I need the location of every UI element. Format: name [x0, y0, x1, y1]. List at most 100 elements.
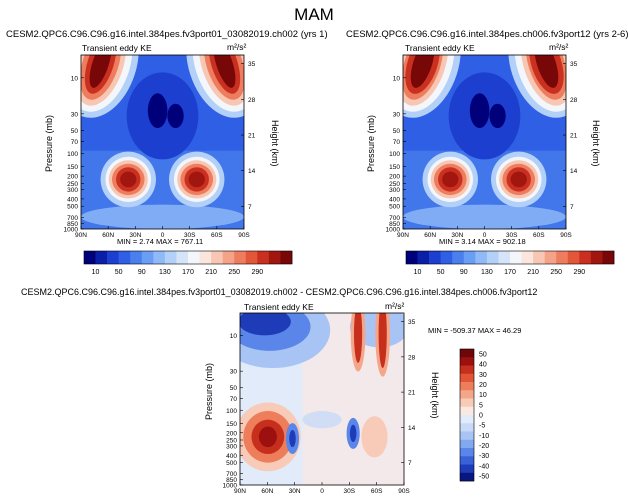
panel1-stormtrack-north-level	[120, 171, 137, 188]
panel3-ytick-right-label: 28	[408, 354, 416, 361]
colorbar1-swatch	[188, 251, 200, 264]
panel3-pos-blob-south	[361, 416, 388, 458]
colorbar3-swatch	[460, 365, 474, 375]
panel2-ytick-right-label: 28	[570, 97, 578, 104]
colorbar2-swatch	[602, 251, 615, 264]
colorbar1-swatch	[141, 251, 154, 264]
panel1-ytick-label: 200	[67, 174, 78, 181]
panel1-ytick-label: 1000	[64, 227, 79, 234]
panel3-ytick-label: 700	[226, 471, 237, 478]
panel1-jet-north-level	[89, 55, 112, 88]
colorbar2-swatch	[463, 251, 476, 264]
panel2-equator-min	[469, 93, 490, 129]
panel3-ytick-label: 1000	[223, 483, 238, 490]
panel3-xtick-label: 0	[320, 488, 324, 495]
panel2-ytick-right-label: 35	[570, 61, 578, 68]
panel2-xtick-label: 60N	[424, 232, 436, 239]
colorbar2-swatch	[590, 251, 603, 264]
colorbar1-swatch	[234, 251, 247, 264]
panel3-xtick-label: 60N	[261, 488, 273, 495]
panel3-subtitle: Transient eddy KE	[244, 302, 314, 312]
panel2-xtick-label: 90N	[397, 232, 409, 239]
panel1-title: CESM2.QPC6.C96.C96.g16.intel.384pes.fv3p…	[6, 29, 328, 40]
colorbar3-swatch	[460, 464, 474, 474]
panel3-xtick-label: 60S	[371, 488, 383, 495]
colorbar3-swatch	[460, 415, 474, 424]
panel2-xtick-label: 30N	[451, 232, 463, 239]
panel1-subtitle: Transient eddy KE	[82, 43, 152, 53]
panel1-stormtrack-south-level	[188, 171, 205, 188]
panel3-ytick-label: 70	[230, 396, 238, 403]
panel3-ytick-label: 300	[226, 443, 237, 450]
panel2-ytick-right-label: 21	[570, 133, 578, 140]
panel2-ytick-label: 100	[389, 151, 400, 158]
colorbar1-swatch	[153, 251, 166, 264]
panel1-xtick-label: 90N	[75, 232, 87, 239]
panel2-ytick-label: 500	[389, 204, 400, 211]
colorbar3-swatch	[460, 373, 474, 383]
panel1-jet-south-level	[213, 55, 236, 88]
panel3-title: CESM2.QPC6.C96.C96.g16.intel.384pes.fv3p…	[21, 287, 538, 297]
panel3-ytick-label: 500	[226, 460, 237, 467]
colorbar3-swatch	[460, 357, 474, 366]
colorbar1-swatch	[222, 251, 235, 264]
colorbar1-label: 50	[115, 269, 123, 276]
panel2-stormtrack-north-level	[442, 171, 459, 188]
colorbar3-swatch	[460, 406, 474, 416]
colorbar1-label: 210	[205, 269, 217, 276]
colorbar1-swatch	[130, 251, 143, 264]
panel2-ytick-label: 850	[389, 221, 400, 228]
colorbar2-swatch	[406, 251, 418, 264]
panel1-ytick-label: 150	[67, 164, 78, 171]
colorbar1-label: 130	[159, 269, 171, 276]
colorbar3-swatch	[460, 349, 474, 358]
panel1-ytick-label: 700	[67, 215, 78, 222]
panel1-ytick-label: 850	[67, 221, 78, 228]
colorbar1-label: 290	[251, 269, 263, 276]
panel2-subtitle: Transient eddy KE	[405, 43, 475, 53]
colorbar2-label: 170	[504, 269, 516, 276]
panel2-ytick-label: 1000	[386, 227, 401, 234]
panel1-stats: MIN = 2.74 MAX = 767.11	[117, 237, 204, 246]
panel2-ytick-label: 150	[389, 164, 400, 171]
panel1-ytick-label: 400	[67, 196, 78, 203]
colorbar3-label: 5	[479, 402, 483, 409]
colorbar3-border	[459, 348, 475, 482]
colorbar3-swatch	[460, 382, 474, 391]
panel1-ytick-label: 500	[67, 204, 78, 211]
colorbar1-swatch	[199, 251, 212, 264]
panel1-ytick-right-label: 28	[248, 97, 256, 104]
panel1-ytick-label: 50	[71, 128, 79, 135]
panel2-ytick-label: 200	[389, 174, 400, 181]
panel3-xtick-label: 30S	[344, 488, 356, 495]
colorbar3-label: 0	[479, 413, 483, 420]
panel2-ytick-label: 70	[393, 139, 401, 146]
colorbar2-label: 50	[437, 269, 445, 276]
colorbar2-swatch	[510, 251, 522, 264]
colorbar3-label: -40	[479, 463, 489, 470]
panel2-ytick-label: 400	[389, 196, 400, 203]
panel1-ytick-right-label: 21	[248, 133, 256, 140]
panel1-xtick-label: 60N	[102, 232, 114, 239]
colorbar1-swatch	[268, 251, 281, 264]
panel2-ytick-label: 10	[393, 75, 401, 82]
panel1-equator-min	[147, 93, 168, 129]
panel2-jet-south-level	[534, 55, 559, 88]
colorbar1-label: 170	[182, 269, 194, 276]
colorbar2-swatch	[486, 251, 499, 264]
colorbar2-label: 130	[481, 269, 493, 276]
panel2-ytick-label: 50	[393, 128, 401, 135]
colorbar1-swatch	[245, 251, 258, 264]
panel1-ytick-label: 100	[67, 151, 78, 158]
colorbar1-label: 10	[92, 269, 100, 276]
panel3-ytick-label: 10	[230, 333, 238, 340]
colorbar1-label: 90	[138, 269, 146, 276]
panel2-plot: 1030507010015020025030040050070085010003…	[386, 54, 578, 239]
panel3-ytick-label: 250	[226, 437, 237, 444]
panel3-ytick-label: 30	[230, 369, 238, 376]
panel2-ytick-right-label: 14	[570, 168, 578, 175]
panel2-xtick-label: 30S	[506, 232, 518, 239]
panel1-ytick-right-label: 7	[248, 204, 252, 211]
